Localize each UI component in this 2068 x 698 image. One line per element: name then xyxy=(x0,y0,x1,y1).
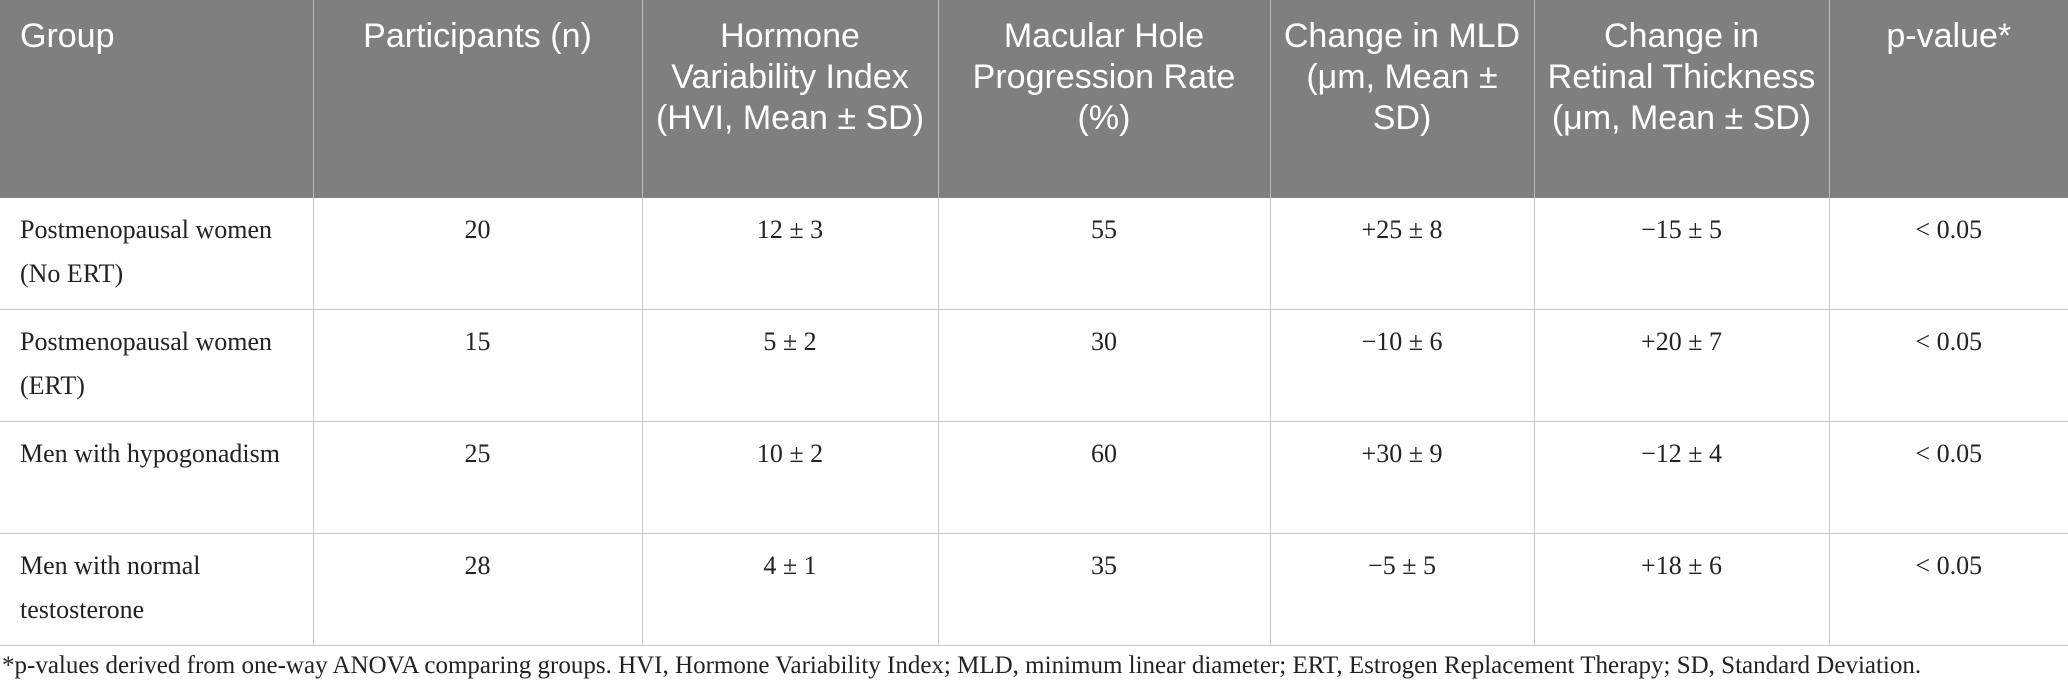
column-header: Participants (n) xyxy=(312,0,642,198)
table-cell: 60 xyxy=(937,421,1270,534)
row-label: Postmenopausal women (No ERT) xyxy=(0,198,313,310)
table-cell: < 0.05 xyxy=(1828,421,2068,534)
table-cell: 30 xyxy=(937,309,1270,422)
table-cell: < 0.05 xyxy=(1828,533,2068,646)
column-header: Hormone Variability Index (HVI, Mean ± S… xyxy=(641,0,938,198)
table-cell: +20 ± 7 xyxy=(1533,309,1829,422)
table-cell: 4 ± 1 xyxy=(641,533,938,646)
table-cell: 55 xyxy=(937,198,1270,310)
table-cell: −5 ± 5 xyxy=(1269,533,1534,646)
table-cell: 25 xyxy=(312,421,642,534)
table-cell: < 0.05 xyxy=(1828,198,2068,310)
table-cell: 28 xyxy=(312,533,642,646)
row-label: Men with hypogonadism xyxy=(0,421,313,534)
table-body: Postmenopausal women (No ERT) 20 12 ± 3 55 +… xyxy=(0,198,2068,646)
table-cell: 15 xyxy=(312,309,642,422)
data-table: Group Participants (n) Hormone Variability… xyxy=(0,0,2068,646)
column-header: Change in Retinal Thickness (μm, Mean ± … xyxy=(1533,0,1829,198)
table-cell: +25 ± 8 xyxy=(1269,198,1534,310)
table-cell: 12 ± 3 xyxy=(641,198,938,310)
table-cell: 35 xyxy=(937,533,1270,646)
column-header: Change in MLD (μm, Mean ± SD) xyxy=(1269,0,1534,198)
column-header: p-value* xyxy=(1828,0,2068,198)
column-header: Macular Hole Progression Rate (%) xyxy=(937,0,1270,198)
table-row: Postmenopausal women (ERT) 15 5 ± 2 30 −10 ±… xyxy=(0,309,2068,422)
table-cell: 20 xyxy=(312,198,642,310)
table-cell: −10 ± 6 xyxy=(1269,309,1534,422)
table-cell: +30 ± 9 xyxy=(1269,421,1534,534)
table-row: Men with hypogonadism 25 10 ± 2 60 +30 ± 9 −1… xyxy=(0,421,2068,534)
table-row: Postmenopausal women (No ERT) 20 12 ± 3 55 +… xyxy=(0,198,2068,310)
footnote: *p-values derived from one-way ANOVA com… xyxy=(2,652,1922,679)
row-label: Men with normal testosterone xyxy=(0,533,313,646)
table-cell: 5 ± 2 xyxy=(641,309,938,422)
column-header: Group xyxy=(0,0,313,198)
row-label: Postmenopausal women (ERT) xyxy=(0,309,313,422)
header-row: Group Participants (n) Hormone Variability… xyxy=(0,0,2068,198)
table-cell: < 0.05 xyxy=(1828,309,2068,422)
table-cell: −15 ± 5 xyxy=(1533,198,1829,310)
table-cell: +18 ± 6 xyxy=(1533,533,1829,646)
table-cell: −12 ± 4 xyxy=(1533,421,1829,534)
table-cell: 10 ± 2 xyxy=(641,421,938,534)
table-row: Men with normal testosterone 28 4 ± 1 35 −5 … xyxy=(0,533,2068,646)
